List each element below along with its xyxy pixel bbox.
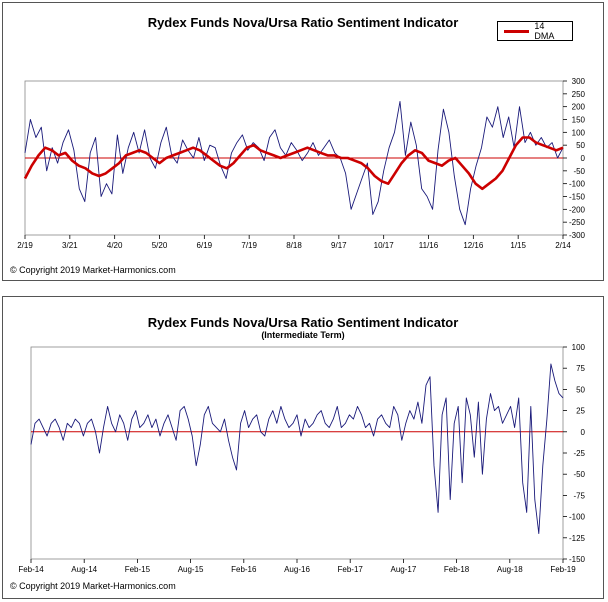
y-tick-label: -100 <box>569 180 586 189</box>
x-tick-label: Feb-16 <box>231 565 257 574</box>
x-tick-label: 6/19 <box>197 241 213 250</box>
x-tick-label: 10/17 <box>374 241 395 250</box>
x-tick-label: 12/16 <box>463 241 484 250</box>
chart-subtitle: (Intermediate Term) <box>261 330 345 340</box>
x-tick-label: Feb-17 <box>338 565 364 574</box>
x-tick-label: Aug-15 <box>178 565 204 574</box>
x-tick-label: 2/14 <box>555 241 571 250</box>
x-tick-label: 3/21 <box>62 241 78 250</box>
plot-frame <box>30 346 564 560</box>
legend-swatch-dma <box>504 29 530 33</box>
y-tick-label: 100 <box>572 343 586 352</box>
y-tick-label: -150 <box>569 193 586 202</box>
series-line-ratio <box>30 363 564 535</box>
x-tick-label: Aug-14 <box>71 565 97 574</box>
y-tick-label: -75 <box>573 491 585 500</box>
y-tick-label: -100 <box>569 513 586 522</box>
y-tick-label: 200 <box>572 103 586 112</box>
y-tick-label: 100 <box>572 128 586 137</box>
y-tick-label: -200 <box>569 205 586 214</box>
copyright-text: © Copyright 2019 Market-Harmonics.com <box>10 265 176 275</box>
x-tick-label: Feb-19 <box>550 565 576 574</box>
chart-plot-1: 300 250 200 150 100 50 0 -50 -100 -150 -200 -250 -30… <box>17 77 586 250</box>
series-line-dma <box>23 136 564 191</box>
y-tick-label: -50 <box>573 470 585 479</box>
x-tick-label: Aug-17 <box>391 565 417 574</box>
x-tick-label: 2/19 <box>17 241 33 250</box>
y-tick-label: 300 <box>572 77 586 86</box>
x-tick-label: 11/16 <box>419 241 439 250</box>
y-tick-label: -150 <box>569 555 586 564</box>
x-tick-label: 9/17 <box>331 241 347 250</box>
x-tick-label: Feb-18 <box>444 565 470 574</box>
y-tick-label: 25 <box>576 407 585 416</box>
x-tick-label: 4/20 <box>107 241 123 250</box>
chart-plot-2: 100 75 50 25 0 -25 -50 -75 -100 -125 -150 Feb-14 Aug… <box>18 343 586 574</box>
x-tick-label: 7/19 <box>241 241 257 250</box>
y-tick-label: -250 <box>569 218 586 227</box>
x-tick-label: 5/20 <box>152 241 168 250</box>
y-tick-label: 250 <box>572 90 586 99</box>
chart-title: Rydex Funds Nova/Ursa Ratio Sentiment In… <box>147 15 459 30</box>
x-tick-label: Aug-18 <box>497 565 523 574</box>
series-line-ratio <box>24 101 564 226</box>
y-tick-label: 50 <box>576 141 585 150</box>
y-tick-label: 50 <box>576 385 585 394</box>
legend-label-dma: 14 DMA <box>534 21 555 41</box>
copyright-text: © Copyright 2019 Market-Harmonics.com <box>10 581 176 591</box>
x-tick-label: 8/18 <box>286 241 302 250</box>
y-tick-label: 0 <box>581 428 586 437</box>
x-tick-label: Feb-15 <box>125 565 151 574</box>
y-tick-label: 150 <box>572 116 586 125</box>
y-tick-label: 0 <box>581 154 586 163</box>
x-tick-label: Aug-16 <box>284 565 310 574</box>
y-tick-label: 75 <box>576 364 585 373</box>
chart-panel-short-term: Rydex Funds Nova/Ursa Ratio Sentiment In… <box>2 2 604 281</box>
x-tick-label: 1/15 <box>510 241 526 250</box>
chart-legend: 14 DMA <box>497 21 573 41</box>
chart-title: Rydex Funds Nova/Ursa Ratio Sentiment In… <box>147 315 459 330</box>
y-tick-label: -50 <box>573 167 585 176</box>
chart-panel-intermediate-term: Rydex Funds Nova/Ursa Ratio Sentiment In… <box>2 296 604 599</box>
y-tick-label: -300 <box>569 231 586 240</box>
x-tick-label: Feb-14 <box>18 565 44 574</box>
y-tick-label: -125 <box>569 534 586 543</box>
y-tick-label: -25 <box>573 449 585 458</box>
